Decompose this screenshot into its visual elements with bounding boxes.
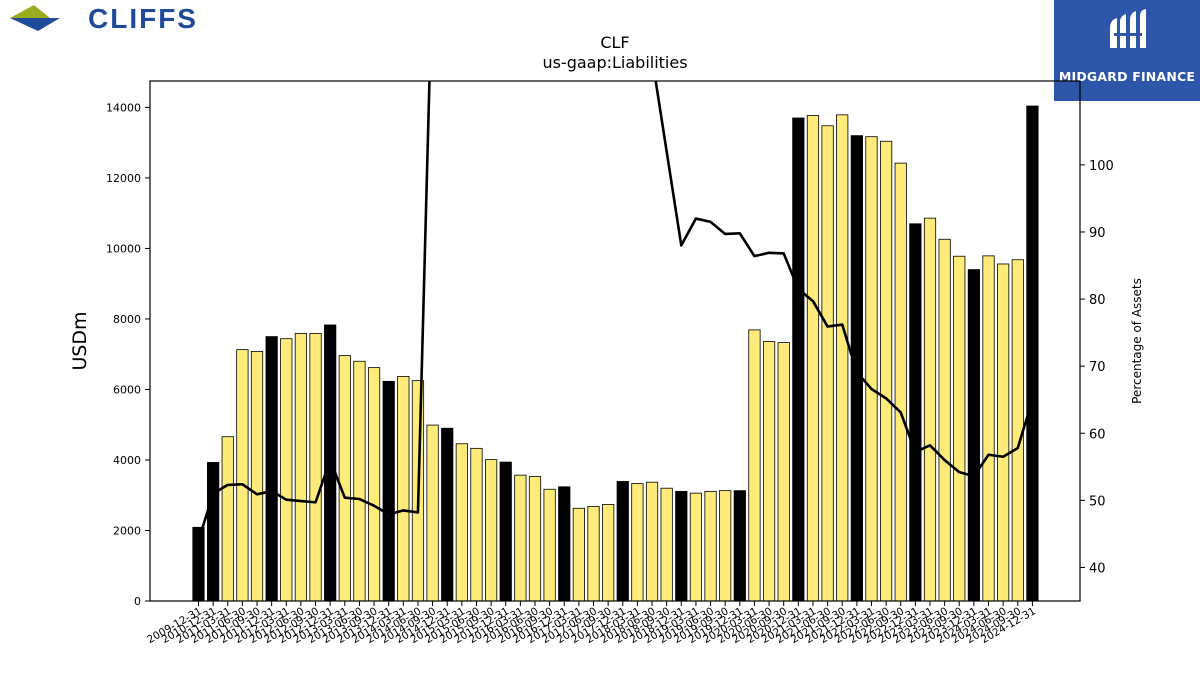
bar-2014-03-31 (397, 376, 410, 602)
bar-2015-03-31 (455, 443, 468, 602)
company-logo: CLIFFS (0, 0, 260, 40)
bar-2024-06-30 (997, 263, 1010, 602)
bar-2016-03-31 (514, 474, 527, 602)
bar-2014-09-30 (426, 424, 439, 602)
bar-2015-09-30 (484, 459, 498, 602)
bar-2015-06-30 (470, 447, 483, 602)
bar-series (192, 105, 1039, 602)
company-name: CLIFFS (88, 3, 198, 34)
bar-2022-12-31 (909, 223, 922, 602)
bar-2011-06-30 (236, 349, 249, 602)
left-tick-label: 4000 (113, 454, 141, 467)
bar-2013-09-30 (367, 367, 381, 602)
logo-triangle-bottom (10, 18, 60, 31)
bar-2023-03-31 (923, 217, 937, 602)
bar-2010-12-31 (207, 462, 220, 602)
bar-2021-09-30 (836, 114, 849, 602)
bar-2012-09-30 (309, 333, 322, 602)
bar-2016-09-30 (543, 488, 556, 602)
left-tick-label: 6000 (113, 383, 141, 396)
brand-badge: MIDGARD FINANCE (1054, 0, 1200, 101)
left-tick-label: 14000 (106, 101, 141, 114)
bar-2018-09-30 (660, 487, 673, 602)
left-axis: 0 2000 4000 6000 8000 10000 12000 14000 (106, 101, 150, 608)
bar-2011-12-31 (265, 336, 278, 602)
percentage-of-assets-line (197, 81, 1034, 541)
bar-2020-09-30 (777, 342, 790, 602)
left-tick-label: 2000 (113, 524, 141, 537)
bar-2013-03-31 (338, 355, 351, 602)
bar-2021-06-30 (821, 125, 834, 602)
bar-2019-03-31 (689, 492, 703, 602)
bar-2016-06-30 (528, 476, 542, 602)
right-tick-label: 70 (1089, 360, 1106, 375)
left-tick-label: 10000 (106, 242, 141, 255)
bar-2024-03-31 (982, 255, 995, 602)
left-tick-label: 12000 (106, 172, 141, 185)
right-tick-label: 100 (1089, 159, 1114, 174)
bar-2020-06-30 (762, 341, 776, 602)
bar-2022-03-31 (865, 136, 878, 602)
right-tick-label: 80 (1089, 293, 1106, 308)
right-tick-label: 60 (1089, 427, 1106, 442)
chart-subtitle: us-gaap:Liabilities (542, 53, 687, 72)
bar-2018-12-31 (675, 490, 688, 602)
bar-2014-12-31 (441, 427, 454, 602)
left-tick-label: 8000 (113, 313, 141, 326)
bar-2017-06-30 (587, 506, 600, 602)
bar-2024-12-31 (1026, 105, 1039, 602)
bar-2011-03-31 (221, 436, 234, 602)
bar-2022-09-30 (894, 162, 907, 602)
logo-triangle-top (10, 5, 50, 18)
bar-2019-09-30 (719, 490, 732, 602)
bar-2017-12-31 (616, 481, 629, 602)
bar-2018-06-30 (645, 481, 659, 602)
company-logo-graphic: CLIFFS (10, 3, 198, 34)
bar-2015-12-31 (499, 461, 512, 602)
bar-2012-03-31 (280, 338, 293, 602)
bar-2023-06-30 (938, 238, 951, 602)
x-axis: 2009-12-312010-12-312011-03-312011-06-30… (145, 601, 1038, 646)
bar-2016-12-31 (558, 486, 571, 602)
plot-frame (149, 80, 1081, 602)
bar-2018-03-31 (631, 483, 644, 602)
right-tick-label: 90 (1089, 226, 1106, 241)
bar-2019-06-30 (704, 490, 717, 602)
bar-2020-12-31 (792, 117, 805, 602)
bar-2012-06-30 (294, 333, 308, 602)
brand-mark-icon (1110, 9, 1146, 48)
bar-2013-12-31 (382, 380, 395, 602)
bar-2020-03-31 (748, 329, 761, 602)
right-axis: 40 50 60 70 80 90 100 (1080, 159, 1114, 576)
bar-2023-12-31 (967, 269, 980, 602)
chart-title: CLF (600, 33, 629, 52)
right-tick-label: 50 (1089, 494, 1106, 509)
right-tick-label: 40 (1089, 561, 1106, 576)
left-tick-label: 0 (134, 595, 141, 608)
line-series-layer (197, 81, 1034, 541)
bar-2021-03-31 (806, 115, 820, 602)
bar-2022-06-30 (880, 140, 893, 602)
bar-2017-09-30 (602, 503, 615, 602)
bar-2013-06-30 (353, 360, 366, 602)
bar-2023-09-30 (953, 255, 966, 602)
bar-2019-12-31 (733, 490, 746, 602)
bar-2011-09-30 (250, 350, 264, 602)
brand-name: MIDGARD FINANCE (1058, 69, 1196, 84)
y2-axis-label: Percentage of Assets (1130, 278, 1144, 404)
bar-2017-03-31 (572, 507, 585, 602)
y-axis-label: USDm (69, 311, 91, 370)
